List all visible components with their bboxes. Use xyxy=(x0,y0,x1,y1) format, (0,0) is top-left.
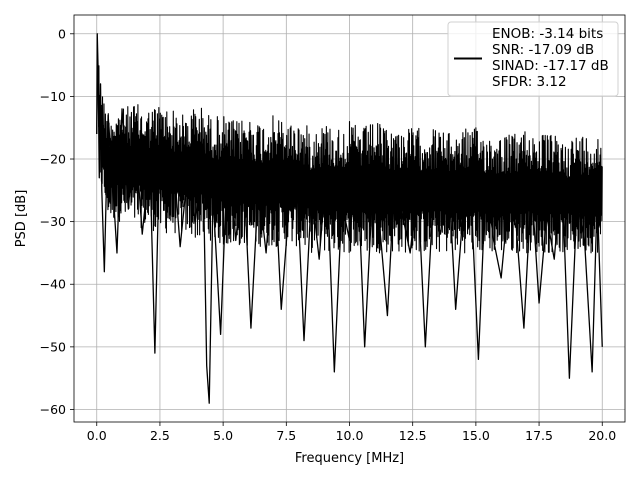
x-axis: 0.0 2.5 5.0 7.5 10.0 12.5 15.0 17.5 20.0 xyxy=(87,422,616,443)
legend-entry-sinad: SINAD: -17.17 dB xyxy=(492,58,609,74)
psd-series-line xyxy=(96,33,603,404)
psd-noise-band xyxy=(96,51,603,254)
x-tick-label: 15.0 xyxy=(462,428,490,443)
x-tick-label: 0.0 xyxy=(87,428,107,443)
x-tick-label: 17.5 xyxy=(525,428,553,443)
x-tick-label: 20.0 xyxy=(588,428,616,443)
x-axis-label: Frequency [MHz] xyxy=(295,451,404,466)
legend-entry-sfdr: SFDR: 3.12 xyxy=(492,74,567,90)
legend-box xyxy=(447,21,619,97)
y-tick-label: −20 xyxy=(40,152,66,167)
legend-entry-snr: SNR: -17.09 dB xyxy=(492,42,594,58)
legend: ENOB: -3.14 bits SNR: -17.09 dB SINAD: -… xyxy=(447,21,619,97)
x-tick-label: 12.5 xyxy=(399,428,427,443)
x-tick-label: 5.0 xyxy=(213,428,233,443)
y-axis: 0 −10 −20 −30 −40 −50 −60 xyxy=(40,26,74,417)
y-tick-label: −50 xyxy=(40,339,66,354)
x-tick-label: 2.5 xyxy=(150,428,170,443)
y-tick-label: −40 xyxy=(40,277,66,292)
y-tick-label: −30 xyxy=(40,214,66,229)
x-tick-label: 10.0 xyxy=(336,428,364,443)
y-tick-label: −10 xyxy=(40,89,66,104)
data-layer xyxy=(96,33,603,404)
y-tick-label: 0 xyxy=(58,26,66,41)
y-axis-label: PSD [dB] xyxy=(14,190,29,248)
x-tick-label: 7.5 xyxy=(276,428,296,443)
legend-entry-enob: ENOB: -3.14 bits xyxy=(492,26,603,42)
y-tick-label: −60 xyxy=(40,402,66,417)
